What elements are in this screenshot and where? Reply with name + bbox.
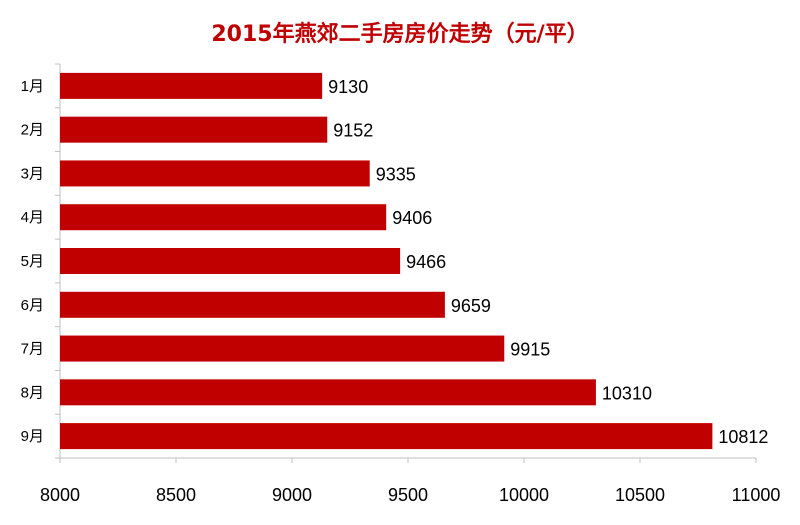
bar xyxy=(60,116,328,143)
bar xyxy=(60,204,387,231)
bar xyxy=(60,160,370,187)
category-label: 3月 xyxy=(21,165,44,182)
bar xyxy=(60,248,401,274)
x-tick-label: 10000 xyxy=(499,485,549,505)
data-label: 9466 xyxy=(406,252,446,272)
data-label: 9130 xyxy=(328,77,368,97)
data-label: 9335 xyxy=(376,164,416,184)
bar xyxy=(60,423,713,450)
x-tick-label: 9500 xyxy=(388,485,428,505)
category-label: 8月 xyxy=(21,384,44,401)
category-label: 6月 xyxy=(21,297,44,314)
category-label: 7月 xyxy=(21,341,44,358)
data-label: 9915 xyxy=(510,340,550,360)
chart-title: 2015年燕郊二手房房价走势（元/平） xyxy=(211,22,589,47)
data-label: 9659 xyxy=(451,296,491,316)
bar xyxy=(60,379,596,406)
data-label: 10310 xyxy=(602,383,652,403)
x-tick-label: 8500 xyxy=(156,485,196,505)
x-tick-label: 10500 xyxy=(615,485,665,505)
category-label: 1月 xyxy=(21,78,44,95)
data-label: 10812 xyxy=(718,427,768,447)
x-tick-label: 8000 xyxy=(40,485,80,505)
bar xyxy=(60,72,323,99)
category-label: 5月 xyxy=(21,253,44,270)
category-label: 4月 xyxy=(21,209,44,226)
bar xyxy=(60,291,445,318)
data-label: 9152 xyxy=(333,121,373,141)
category-label: 2月 xyxy=(21,122,44,139)
bar xyxy=(60,335,505,362)
data-label: 9406 xyxy=(392,208,432,228)
x-tick-label: 9000 xyxy=(272,485,312,505)
category-label: 9月 xyxy=(21,428,44,445)
x-tick-label: 11000 xyxy=(732,485,781,505)
